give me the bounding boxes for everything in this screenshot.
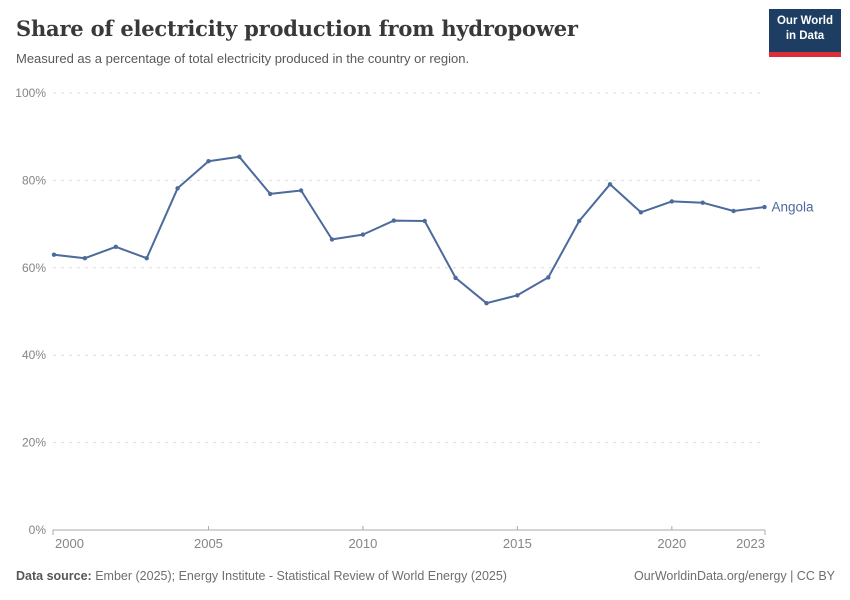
data-point-marker[interactable] <box>484 301 489 306</box>
data-point-marker[interactable] <box>515 293 520 298</box>
y-tick-label: 40% <box>22 348 46 362</box>
y-tick-label: 60% <box>22 261 46 275</box>
data-point-marker[interactable] <box>237 154 242 159</box>
data-point-marker[interactable] <box>762 204 767 210</box>
data-point-marker[interactable] <box>175 186 180 191</box>
y-tick-label: 20% <box>22 436 46 450</box>
data-point-marker[interactable] <box>453 275 458 281</box>
x-tick-label: 2015 <box>503 536 532 551</box>
y-tick-label: 100% <box>15 86 46 100</box>
data-point-marker[interactable] <box>298 188 304 193</box>
x-axis-labels: 2000 2005 2010 2015 2020 2023 <box>55 536 765 551</box>
data-point-marker[interactable] <box>268 191 273 197</box>
x-tick-label: 2023 <box>736 536 765 551</box>
series-line-angola[interactable] <box>53 155 766 305</box>
data-source-label: Data source: <box>16 569 92 583</box>
data-point-marker[interactable] <box>113 244 119 249</box>
data-point-marker[interactable] <box>577 218 582 224</box>
x-tick-label: 2010 <box>348 536 377 551</box>
y-tick-label: 80% <box>22 173 46 187</box>
series-end-label[interactable]: Angola <box>772 200 815 215</box>
gridlines <box>53 92 765 531</box>
data-point-marker[interactable] <box>391 218 396 223</box>
y-axis-labels: 0% 20% 40% 60% 80% 100% <box>15 86 46 537</box>
chart-subtitle: Measured as a percentage of total electr… <box>16 51 470 66</box>
data-point-marker[interactable] <box>669 199 674 204</box>
x-tick-label: 2005 <box>194 536 223 551</box>
data-source-text: Ember (2025); Energy Institute - Statist… <box>91 569 507 583</box>
data-point-marker[interactable] <box>422 218 427 224</box>
data-point-marker[interactable] <box>700 200 705 205</box>
data-point-marker[interactable] <box>638 210 644 215</box>
data-point-marker[interactable] <box>731 208 736 214</box>
data-point-marker[interactable] <box>82 256 88 261</box>
data-point-marker[interactable] <box>206 159 211 164</box>
data-point-marker[interactable] <box>329 237 335 242</box>
owid-logo-line1: Our World <box>776 15 833 27</box>
data-point-marker[interactable] <box>546 275 551 280</box>
data-point-marker[interactable] <box>51 252 57 257</box>
data-source: Data source: Ember (2025); Energy Instit… <box>16 569 507 583</box>
y-tick-label: 0% <box>29 523 47 537</box>
x-tick-label: 2020 <box>657 536 686 551</box>
attribution-link[interactable]: OurWorldinData.org/energy | CC BY <box>633 569 835 583</box>
owid-logo-line2: in Data <box>785 30 825 42</box>
data-point-marker[interactable] <box>360 232 366 237</box>
x-axis-ticks <box>52 526 766 535</box>
owid-logo: Our World in Data <box>769 9 841 57</box>
x-tick-label: 2000 <box>55 536 84 551</box>
series-markers <box>51 154 767 306</box>
data-point-marker[interactable] <box>607 182 613 187</box>
page-title: Share of electricity production from hyd… <box>16 16 578 41</box>
data-point-marker[interactable] <box>144 256 149 261</box>
